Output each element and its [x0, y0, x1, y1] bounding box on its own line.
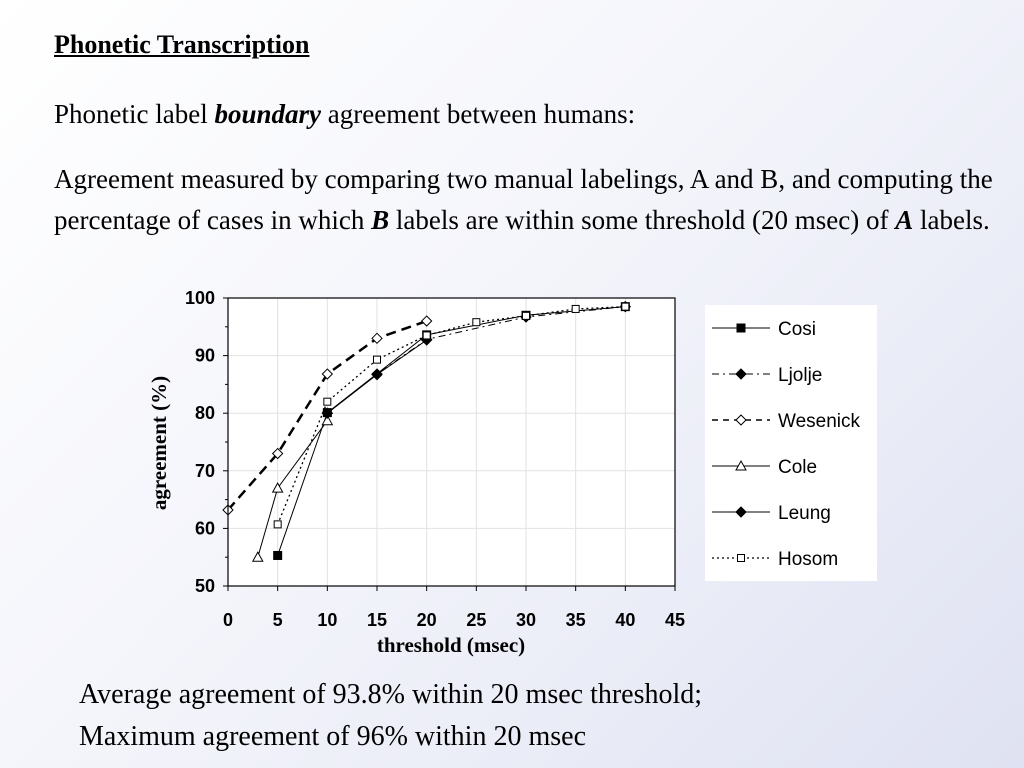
y-tick-label: 80 — [195, 403, 215, 423]
x-tick-label: 45 — [665, 610, 685, 630]
legend-marker-wesenick — [735, 414, 747, 426]
data-point-hosom — [422, 331, 431, 340]
data-point-hosom — [273, 520, 282, 529]
x-tick-label: 0 — [223, 610, 233, 630]
x-tick-label: 25 — [466, 610, 486, 630]
x-axis-label: threshold (msec) — [377, 633, 525, 657]
legend-marker-cosi — [736, 323, 746, 333]
data-point-hosom — [571, 304, 580, 313]
y-tick-label: 60 — [195, 518, 215, 538]
data-point-wesenick — [271, 447, 284, 460]
data-point-hosom — [472, 318, 481, 327]
x-tick-label: 20 — [417, 610, 437, 630]
y-tick-label: 50 — [195, 576, 215, 596]
data-point-wesenick — [371, 332, 383, 345]
definition-text-2: labels are within some threshold (20 mse… — [389, 205, 896, 235]
data-point-hosom — [323, 397, 332, 406]
legend-marker-ljolje — [735, 368, 747, 380]
legend-marker-leung — [735, 506, 747, 518]
series-line-hosom — [277, 305, 626, 525]
legend-label-wesenick: Wesenick — [778, 411, 861, 432]
definition-text-1: Agreement measured by comparing two manu… — [54, 164, 993, 235]
intro-text-pre: Phonetic label — [54, 99, 215, 129]
legend-marker-hosom — [737, 554, 745, 562]
x-tick-label: 30 — [516, 610, 536, 630]
definition-text-3: labels. — [913, 205, 990, 235]
definition-paragraph: Agreement measured by comparing two manu… — [54, 159, 994, 241]
summary-line-1: Average agreement of 93.8% within 20 mse… — [79, 679, 703, 710]
x-tick-label: 40 — [615, 610, 635, 630]
legend-box — [705, 305, 877, 581]
x-tick-label: 15 — [367, 610, 387, 630]
summary-line-2: Maximum agreement of 96% within 20 msec — [79, 721, 586, 752]
data-point-hosom — [522, 311, 530, 320]
slide-title: Phonetic Transcription — [54, 30, 310, 59]
y-tick-label: 100 — [185, 288, 215, 308]
axis-ticks: 0 5 10 15 20 25 30 35 40 45 50 60 70 80 90 100 — [185, 288, 685, 630]
y-tick-label: 70 — [195, 461, 215, 481]
series-layer — [222, 300, 632, 562]
data-point-cole — [321, 414, 334, 426]
data-point-leung — [321, 407, 334, 419]
legend-marker-cole — [735, 459, 747, 471]
summary: Average agreement of 93.8% within 20 mse… — [79, 674, 702, 758]
y-tick-label: 90 — [195, 346, 215, 366]
plot-frame — [227, 297, 676, 587]
legend-label-hosom: Hosom — [778, 549, 838, 570]
intro-line: Phonetic label boundary agreement betwee… — [54, 94, 635, 135]
legend-label-cosi: Cosi — [778, 319, 816, 340]
legend: Cosi Ljolje Wesenick Cole Leung Hosom — [712, 319, 861, 570]
legend-label-leung: Leung — [778, 503, 831, 524]
legend-label-ljolje: Ljolje — [778, 365, 822, 386]
x-tick-label: 10 — [317, 610, 337, 630]
data-point-hosom — [621, 302, 630, 311]
data-point-wesenick — [321, 368, 334, 380]
x-tick-label: 35 — [566, 610, 586, 630]
data-point-cole — [251, 551, 264, 562]
data-point-cosi — [273, 550, 283, 560]
plot-area — [228, 298, 675, 586]
y-axis-label: agreement (%) — [147, 376, 171, 510]
data-point-hosom — [373, 355, 381, 364]
intro-text-post: agreement between humans: — [321, 99, 636, 129]
definition-emphasis-a: A — [895, 205, 914, 235]
data-point-wesenick — [420, 315, 433, 327]
intro-emphasis: boundary — [214, 99, 321, 129]
grid-lines — [228, 298, 675, 586]
definition-emphasis-b: B — [371, 205, 390, 235]
x-tick-label: 5 — [273, 610, 283, 630]
data-point-cole — [271, 482, 284, 493]
data-point-leung — [371, 368, 383, 381]
legend-label-cole: Cole — [778, 457, 817, 478]
